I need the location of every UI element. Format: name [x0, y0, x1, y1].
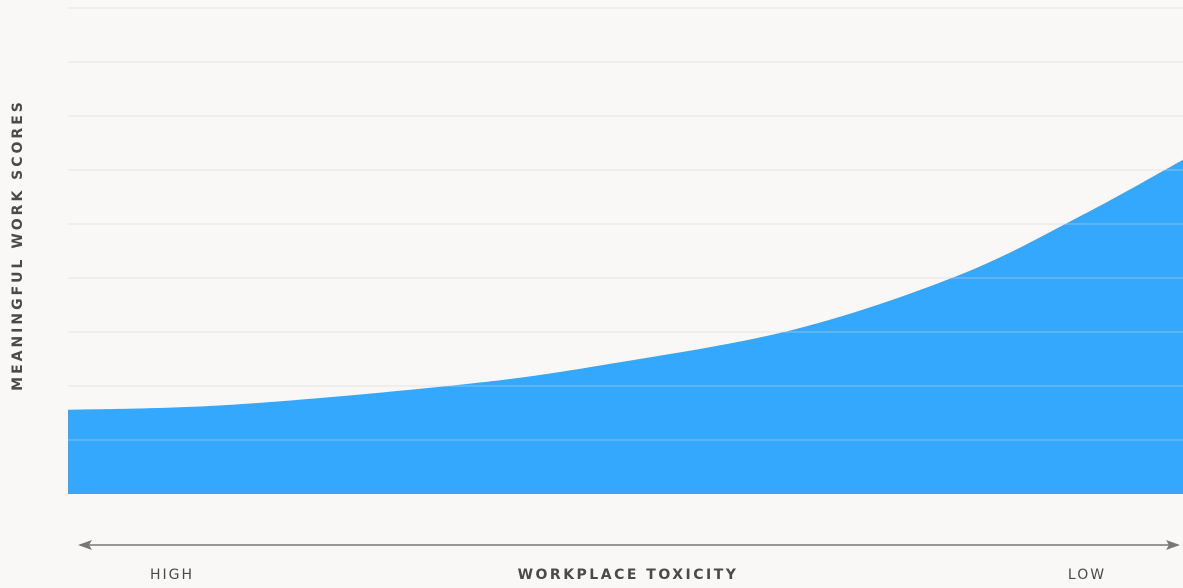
- y-axis-label: MEANINGFUL WORK SCORES: [10, 99, 26, 391]
- arrow-head-left: [78, 540, 92, 550]
- x-end-label: LOW: [1068, 567, 1106, 583]
- x-axis-label: WORKPLACE TOXICITY: [518, 567, 739, 583]
- x-arrow: [78, 540, 1180, 550]
- grid: [68, 7, 1183, 441]
- x-start-label: HIGH: [150, 567, 194, 583]
- arrow-head-right: [1166, 540, 1180, 550]
- plot: [68, 159, 1183, 495]
- area: [68, 159, 1183, 495]
